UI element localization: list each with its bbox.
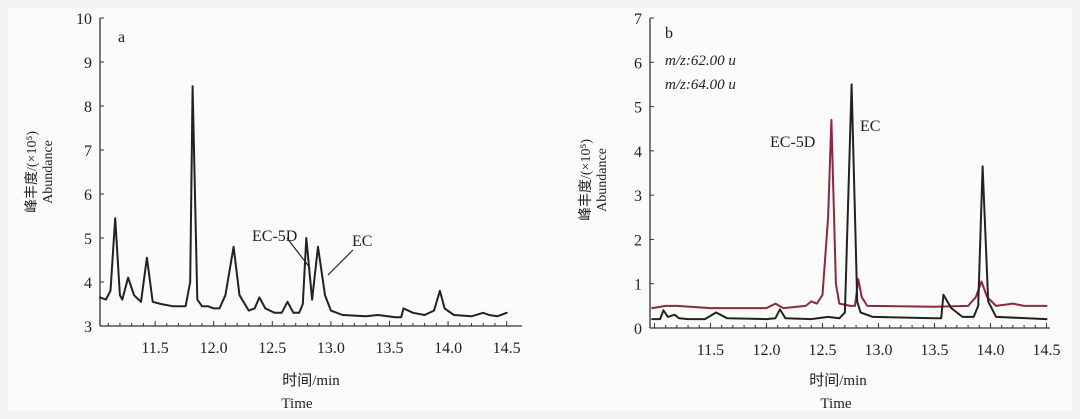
x-tick-label: 11.5 (141, 340, 168, 357)
y-axis-title-b: 峰丰度/(×10⁵) (578, 139, 594, 221)
annotation-ec-a: EC (352, 233, 372, 250)
arrow-ec-a (327, 249, 354, 276)
legend-mz-62: m/z:62.00 u (665, 53, 736, 69)
series-line-2 (651, 83, 1048, 321)
panel-a: a 峰丰度/(×10⁵) Abundance 时间/min Time EC-5D… (24, 11, 522, 412)
y-tick-label: 3 (634, 188, 642, 205)
y-tick-label: 9 (84, 55, 92, 72)
x-tick-label: 11.5 (697, 342, 724, 359)
x-tick-label: 12.0 (200, 340, 228, 357)
y-tick-label: 4 (634, 144, 642, 161)
x-tick-label: 14.0 (976, 342, 1004, 359)
y-axis-title-en-b: Abundance (595, 148, 610, 212)
y-tick-label: 3 (84, 319, 92, 336)
x-tick-label: 12.5 (808, 342, 836, 359)
annotation-ec-b: EC (860, 118, 880, 135)
y-tick-label: 6 (84, 187, 92, 204)
figure-background (8, 8, 1072, 411)
annotation-ec-5d-b: EC-5D (770, 134, 815, 151)
x-tick-label: 13.0 (317, 340, 345, 357)
x-tick-label: 14.5 (1032, 342, 1060, 359)
y-tick-label: 10 (76, 11, 92, 28)
y-tick-label: 7 (634, 11, 642, 28)
series-line-1 (99, 85, 508, 319)
y-axis-title-en-a: Abundance (41, 140, 56, 204)
panel-b: b m/z:62.00 u m/z:64.00 u 峰丰度/(×10⁵) Abu… (578, 11, 1060, 412)
legend-mz-64: m/z:64.00 u (665, 77, 736, 93)
panel-label-b: b (665, 25, 673, 42)
series-line-1 (651, 118, 1048, 310)
y-axis-title-a: 峰丰度/(×10⁵) (24, 131, 40, 213)
x-tick-label: 14.0 (434, 340, 462, 357)
y-tick-label: 8 (84, 99, 92, 116)
x-axis-title-a: 时间/min (282, 372, 340, 389)
y-tick-label: 6 (634, 55, 642, 72)
x-axis-title-en-a: Time (281, 396, 312, 412)
arrow-ec-5d-a (286, 237, 311, 269)
x-tick-label: 13.5 (920, 342, 948, 359)
x-tick-label: 14.5 (493, 340, 521, 357)
panel-label-a: a (118, 29, 125, 46)
y-tick-label: 5 (84, 231, 92, 248)
x-tick-label: 12.5 (258, 340, 286, 357)
y-tick-label: 7 (84, 143, 92, 160)
y-tick-label: 1 (634, 277, 642, 294)
x-axis-title-b: 时间/min (809, 372, 867, 389)
y-tick-label: 5 (634, 100, 642, 117)
y-tick-label: 2 (634, 232, 642, 249)
x-axis-title-en-b: Time (820, 396, 851, 412)
x-tick-label: 13.0 (864, 342, 892, 359)
y-tick-label: 4 (84, 275, 92, 292)
annotation-ec-5d-a: EC-5D (252, 228, 297, 245)
x-tick-label: 12.0 (752, 342, 780, 359)
y-tick-label: 0 (634, 321, 642, 338)
x-tick-label: 13.5 (375, 340, 403, 357)
